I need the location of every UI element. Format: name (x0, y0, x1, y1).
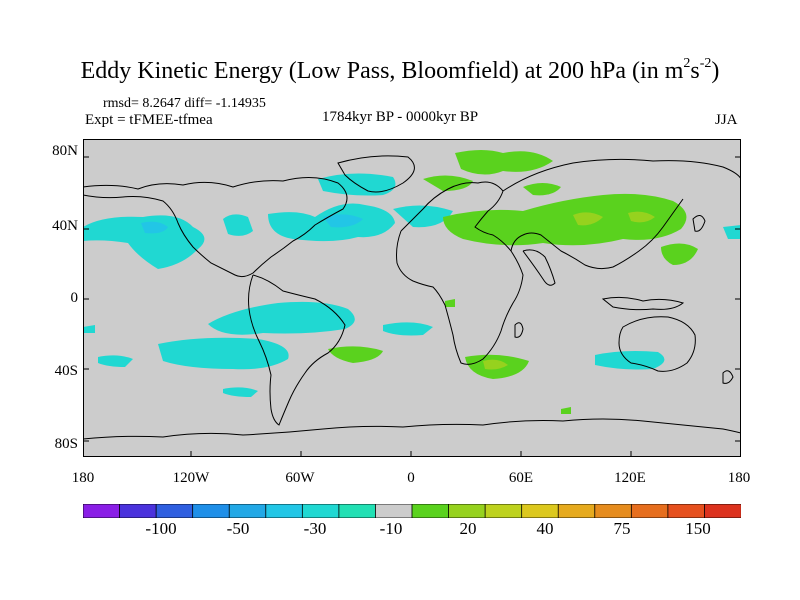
negative-anomaly-region (158, 337, 289, 370)
positive-anomaly-region (661, 243, 698, 265)
map-background (83, 139, 741, 457)
colorbar-box (411, 504, 450, 518)
coastline-australia (618, 316, 696, 372)
lon-tick-label: 180 (727, 470, 751, 486)
negative-anomaly-region (83, 215, 205, 269)
coastline-india (522, 249, 556, 286)
coastline-japan (692, 215, 706, 232)
positive-anomaly-region (443, 193, 687, 246)
lon-tick-label: 60W (285, 470, 315, 486)
negative-anomaly-region (223, 387, 258, 397)
colorbar-tick-label: -50 (226, 519, 250, 538)
lat-tick-label: 40S (54, 363, 78, 379)
colorbar-box (192, 504, 230, 518)
colorbar-box (521, 504, 559, 518)
coastline-greenland (337, 155, 415, 193)
colorbar-box (155, 504, 194, 518)
season-label: JJA (715, 112, 738, 128)
negative-anomaly-region (208, 301, 355, 335)
coastline-antarctica (83, 418, 741, 440)
colorbar-box (228, 504, 267, 518)
coastlines (83, 155, 741, 440)
negative-anomaly-region (83, 325, 95, 333)
positive-anomaly-region (328, 346, 383, 363)
map-frame (83, 139, 741, 457)
lon-tick-label: 180 (71, 470, 95, 486)
lat-tick-label: 0 (70, 290, 79, 306)
colorbar-tick-label: 150 (685, 519, 711, 538)
experiment-label: Expt = tFMEE-tfmea (85, 112, 213, 128)
anomaly-fills (83, 150, 741, 414)
colorbar-box (704, 504, 741, 518)
colorbar-box (448, 504, 486, 518)
colorbar-tick-label: -100 (145, 519, 177, 538)
lon-tick-label: 60E (508, 470, 534, 486)
colorbar-box (119, 504, 157, 518)
colorbar-box (667, 504, 706, 518)
lon-tick-label: 120E (614, 470, 646, 486)
rmsd-label: rmsd= 8.2647 diff= -1.14935 (103, 96, 266, 111)
colorbar-tick-label: 75 (613, 519, 631, 538)
lon-tick-label: 120W (172, 470, 210, 486)
colorbar-box (630, 504, 669, 518)
negative-anomaly-region (383, 322, 433, 336)
period-label: 1784kyr BP - 0000kyr BP (322, 109, 479, 125)
strong-positive-region (628, 211, 655, 223)
strong-positive-region (483, 359, 508, 370)
lat-tick-label: 40N (52, 218, 78, 234)
coastline-madagascar (514, 322, 524, 338)
strong-positive-region (573, 212, 603, 226)
coastline-south-america (248, 274, 346, 426)
colorbar-tick-label: -10 (379, 519, 403, 538)
lat-tick-label: 80S (54, 436, 78, 452)
coastline-europe-africa (396, 181, 524, 365)
colorbar-box (557, 504, 596, 518)
negative-anomaly-region (393, 205, 453, 228)
coastline-new-zealand (722, 370, 734, 384)
colorbar-box (338, 504, 377, 518)
positive-anomaly-region (523, 183, 561, 196)
colorbar-box (83, 504, 121, 518)
coastline-asia (502, 158, 741, 270)
colorbar-tick-label: 40 (536, 519, 554, 538)
lat-tick-label: 80N (52, 143, 78, 159)
chart-title: Eddy Kinetic Energy (Low Pass, Bloomfiel… (80, 56, 720, 84)
positive-anomaly-region (445, 299, 455, 307)
positive-anomaly-region (423, 175, 473, 191)
colorbar-box (301, 504, 340, 518)
colorbar-box (375, 504, 413, 518)
axis-ticks (83, 156, 741, 457)
lon-tick-label: 0 (407, 470, 415, 486)
coastline-north-america (83, 177, 348, 278)
positive-anomaly-region (561, 407, 571, 414)
colorbar (83, 504, 741, 518)
colorbar-box (594, 504, 633, 518)
colorbar-tick-label: -30 (303, 519, 327, 538)
negative-anomaly-region (595, 351, 665, 370)
negative-anomaly-region (98, 355, 133, 367)
positive-anomaly-region (455, 150, 553, 175)
strong-negative-region (141, 221, 168, 234)
coastline-indonesia (601, 296, 685, 311)
ekE-difference-map (83, 139, 741, 457)
colorbar-box (265, 504, 304, 518)
negative-anomaly-region (223, 214, 253, 236)
colorbar-tick-label: 20 (459, 519, 477, 538)
strong-negative-region (323, 214, 363, 228)
colorbar-box (484, 504, 523, 518)
